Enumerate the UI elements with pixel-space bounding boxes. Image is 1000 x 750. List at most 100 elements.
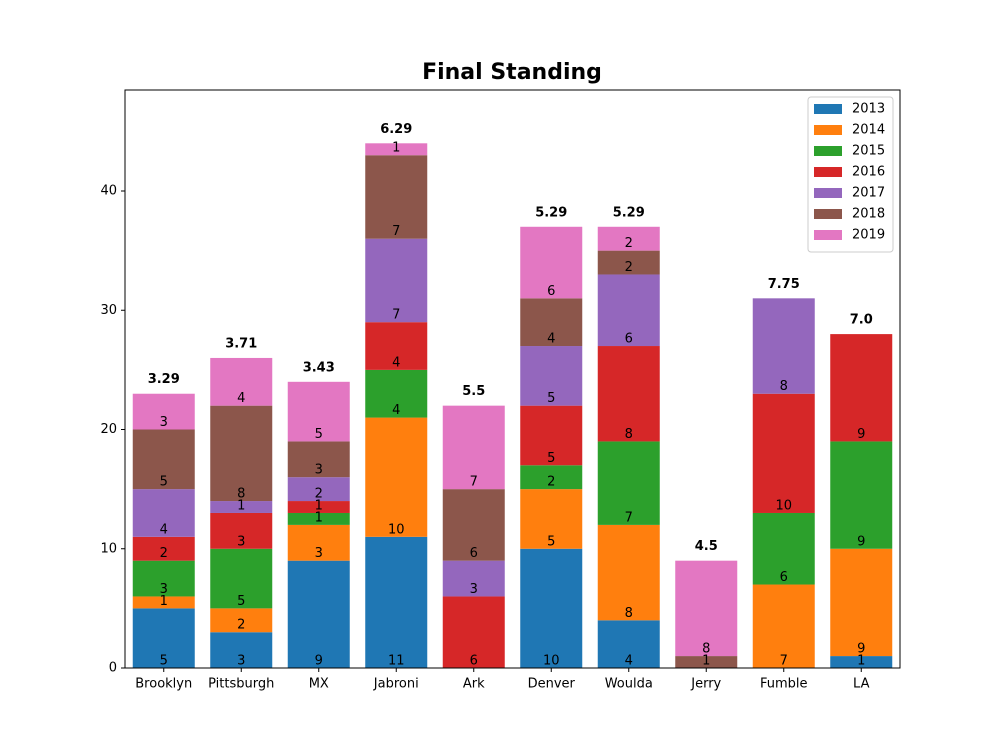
legend-swatch: [814, 188, 842, 198]
data-label: 5: [547, 451, 555, 466]
x-tick-label: Jabroni: [373, 677, 419, 692]
legend-label: 2019: [852, 228, 885, 243]
data-label: 4: [392, 403, 400, 418]
average-label: 3.71: [225, 336, 257, 351]
legend-label: 2018: [852, 207, 885, 222]
bar-segment: [210, 357, 273, 406]
data-label: 3: [160, 415, 168, 430]
data-label: 2: [237, 618, 245, 633]
bar-segment: [132, 560, 195, 597]
x-tick-label: Woulda: [605, 677, 653, 692]
bar-segment: [597, 620, 660, 668]
data-label: 4: [160, 522, 168, 537]
chart-title: Final Standing: [422, 60, 602, 85]
data-label: 1: [857, 654, 865, 669]
average-label: 5.5: [462, 384, 485, 399]
bar-segment: [830, 334, 893, 442]
bar-segment: [520, 548, 583, 668]
bar-segment: [752, 298, 815, 394]
data-label: 1: [315, 498, 323, 513]
bar-segment: [675, 656, 738, 668]
data-label: 1: [160, 594, 168, 609]
average-label: 3.29: [148, 372, 180, 387]
legend-swatch: [814, 125, 842, 135]
data-label: 6: [470, 546, 478, 561]
average-label: 7.0: [850, 313, 873, 328]
legend-label: 2015: [852, 144, 885, 159]
bar-segment: [597, 441, 660, 525]
bar-segment: [132, 608, 195, 668]
bar-segment: [597, 274, 660, 347]
data-label: 8: [625, 606, 633, 621]
data-label: 6: [547, 284, 555, 299]
data-label: 5: [315, 427, 323, 442]
bar-segment: [210, 548, 273, 609]
y-tick-label: 30: [100, 303, 117, 318]
legend-swatch: [814, 146, 842, 156]
data-label: 6: [780, 570, 788, 585]
bar-segment: [520, 346, 583, 406]
x-tick-label: Fumble: [760, 677, 808, 692]
data-label: 6: [625, 332, 633, 347]
bar-segment: [597, 346, 660, 442]
bar-segment: [597, 524, 660, 621]
y-tick-label: 0: [109, 661, 117, 676]
data-label: 10: [388, 522, 405, 537]
data-label: 9: [857, 642, 865, 657]
bar-segment: [287, 524, 350, 561]
data-label: 3: [470, 582, 478, 597]
bar-segment: [752, 512, 815, 585]
data-label: 8: [237, 487, 245, 502]
average-label: 7.75: [768, 277, 800, 292]
data-label: 7: [392, 224, 400, 239]
data-label: 9: [315, 654, 323, 669]
data-label: 10: [775, 498, 792, 513]
legend-swatch: [814, 230, 842, 240]
data-label: 8: [702, 642, 710, 657]
bar-segment: [287, 560, 350, 668]
bar-segment: [597, 250, 660, 275]
bar-segment: [752, 393, 815, 513]
data-label: 2: [625, 260, 633, 275]
bar-segment: [520, 405, 583, 466]
legend-swatch: [814, 104, 842, 114]
data-label: 2: [547, 475, 555, 490]
bar-segment: [365, 369, 428, 418]
bar-segment: [442, 489, 505, 561]
plot-frame: [124, 89, 901, 669]
data-label: 4: [392, 355, 400, 370]
bar-segment: [520, 298, 583, 347]
data-label: 1: [315, 510, 323, 525]
bar-segment: [210, 501, 273, 513]
data-label: 5: [547, 534, 555, 549]
data-label: 8: [780, 379, 788, 394]
data-label: 11: [388, 654, 405, 669]
legend-swatch: [814, 209, 842, 219]
data-label: 4: [237, 391, 245, 406]
legend-label: 2017: [852, 186, 885, 201]
data-label: 7: [470, 475, 478, 490]
data-label: 1: [392, 141, 400, 156]
legend-label: 2013: [852, 102, 885, 117]
average-label: 3.43: [303, 360, 335, 375]
bar-segment: [442, 560, 505, 597]
bar-segment: [830, 548, 893, 657]
y-tick-label: 40: [100, 184, 117, 199]
data-label: 1: [237, 498, 245, 513]
data-label: 4: [547, 332, 555, 347]
data-label: 7: [780, 654, 788, 669]
data-label: 5: [547, 391, 555, 406]
data-label: 3: [315, 463, 323, 478]
x-tick-label: Jerry: [690, 677, 721, 692]
x-tick-label: Denver: [528, 677, 576, 692]
legend-label: 2014: [852, 123, 885, 138]
data-label: 2: [160, 546, 168, 561]
bar-segment: [365, 155, 428, 239]
data-label: 3: [160, 582, 168, 597]
bar-segment: [287, 441, 350, 478]
bar-segment: [287, 501, 350, 513]
bar-segment: [830, 656, 893, 668]
bar-segment: [287, 381, 350, 442]
bar-segment: [752, 584, 815, 668]
data-label: 6: [470, 654, 478, 669]
